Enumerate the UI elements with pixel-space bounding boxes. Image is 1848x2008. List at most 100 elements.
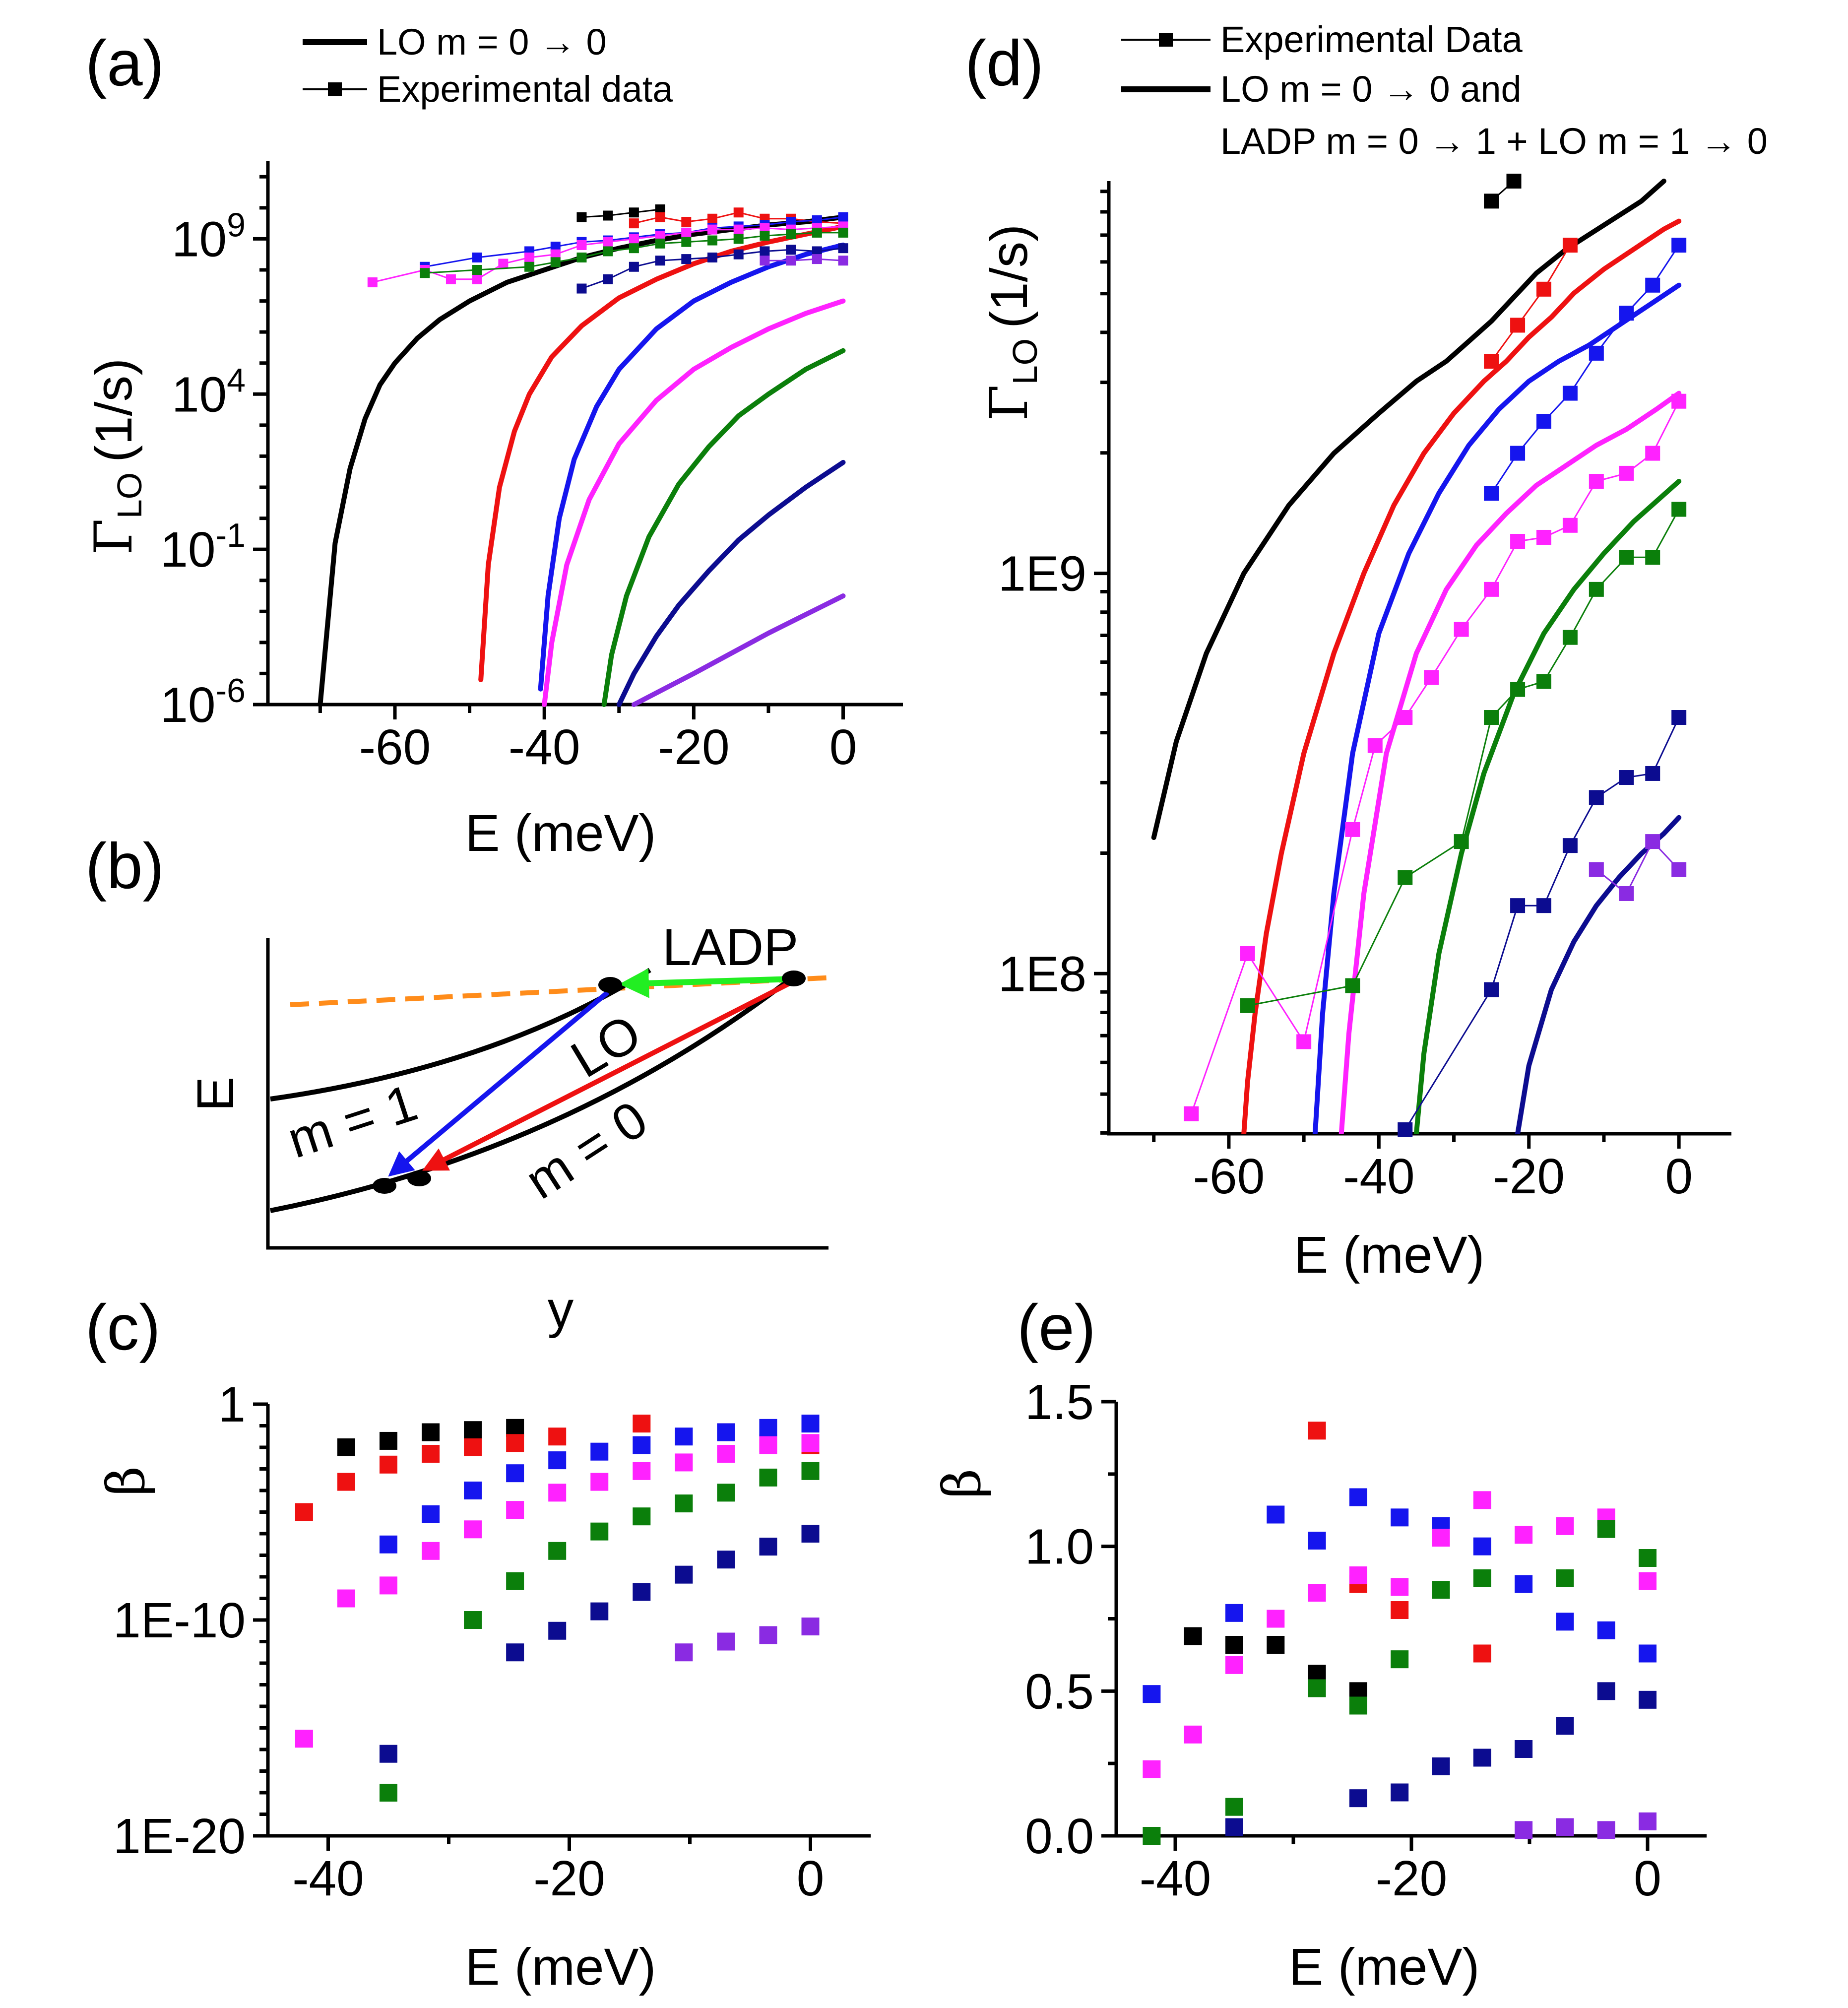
panel-a-ytick-base: 10 (160, 677, 215, 733)
panel-e-xtick-label: -40 (1140, 1851, 1211, 1906)
legend-d-exp-text: Experimental Data (1220, 19, 1523, 60)
panel-c-point-red (295, 1503, 313, 1521)
panel-e-point-green (1349, 1696, 1367, 1715)
panel-e-point-blue (1391, 1508, 1409, 1527)
panel-c-point-violet (675, 1643, 693, 1662)
panel-d-theory-green (1413, 479, 1682, 1134)
panel-e-point-magenta (1515, 1526, 1533, 1544)
panel-e-axes: -40 -20 0 0.0 0.5 1.0 1.5 (1025, 1374, 1707, 1906)
panel-d-exp-point-navy (1510, 898, 1526, 913)
panel-d-exp-point-violet (1645, 834, 1660, 849)
panel-a-ylabel-gamma: Γ (83, 518, 144, 555)
panel-c-point-red (380, 1455, 397, 1474)
panel-d-exp-point-magenta (1184, 1106, 1199, 1121)
panel-d-exp-point-green (1562, 630, 1578, 645)
panel-c-point-magenta (717, 1445, 735, 1463)
panel-a-exp-point-magenta (550, 249, 561, 259)
panel-d-exp-point-green (1345, 978, 1360, 993)
panel-a-xlabel: E (meV) (465, 804, 656, 862)
panel-c-point-magenta (380, 1576, 397, 1595)
panel-e-point-violet (1515, 1821, 1533, 1839)
panel-a-exp-line-black (581, 208, 661, 218)
panel-d-exp-point-navy (1619, 770, 1634, 785)
panel-d-theory-magenta (1338, 390, 1682, 1134)
panel-e-point-blue (1515, 1575, 1533, 1593)
panel-d-exp-point-green (1454, 834, 1469, 849)
panel-c-point-blue (717, 1423, 735, 1441)
panel-a-exp-point-green (707, 235, 717, 246)
panel-d-exp-point-magenta (1240, 946, 1255, 961)
panel-c-point-blue (759, 1419, 777, 1437)
panel-d-exp-point-green (1510, 682, 1526, 697)
panel-d-exp-point-blue (1562, 386, 1578, 401)
legend-d-exp-marker (1159, 33, 1173, 47)
panel-a-exp-point-navy (707, 252, 717, 262)
panel-e-point-magenta (1432, 1529, 1450, 1547)
panel-d-exp-point-green (1536, 674, 1551, 689)
panel-a-theory-red (478, 224, 846, 682)
panel-c-point-blue (675, 1427, 693, 1446)
panel-a-exp-point-magenta (760, 223, 770, 233)
panel-c-point-red (337, 1473, 355, 1491)
panel-d-exp-line-green (1247, 509, 1680, 1007)
panel-e-point-navy (1515, 1740, 1533, 1758)
panel-a-exp-point-navy (760, 246, 770, 257)
panel-e-point-green (1597, 1520, 1615, 1538)
panel-d-exp-point-navy (1671, 710, 1687, 725)
panel-e-point-navy (1597, 1682, 1615, 1700)
panel-d-exp-point-magenta (1345, 822, 1360, 837)
panel-a-exp-point-green (786, 229, 796, 240)
panel-c-point-navy (506, 1643, 524, 1662)
legend-a-exp-marker (328, 82, 342, 96)
panel-a-ylabel: ΓLO (1/s) (83, 358, 149, 555)
panel-a-exp-point-blue (786, 217, 796, 227)
panel-e-point-green (1225, 1798, 1243, 1816)
panel-d-ylabel-gamma: Γ (979, 385, 1039, 421)
panel-e-point-blue (1143, 1685, 1161, 1703)
panel-e-xtick-label: -20 (1376, 1851, 1448, 1906)
panel-a-ytick-label: 109 (172, 206, 246, 267)
panel-d-exp-point-navy (1398, 1122, 1413, 1137)
panel-d-exp-line-red (1490, 244, 1571, 362)
panel-c-ytick-label: 1E-20 (113, 1809, 246, 1864)
panel-d-ytick-label: 1E8 (998, 946, 1086, 1002)
panel-e-ylabel: β (932, 1469, 992, 1499)
panel-e-point-magenta (1639, 1572, 1657, 1590)
panel-c-point-blue (633, 1436, 651, 1454)
panel-d-exp-point-blue (1536, 414, 1551, 429)
panel-d-exp-point-red (1484, 354, 1499, 369)
panel-a-exp-point-blue (838, 212, 848, 222)
panel-a-exp-point-green (681, 237, 692, 247)
panel-c-point-navy (548, 1621, 567, 1640)
panel-c-point-red (548, 1427, 567, 1446)
panel-e-point-black (1225, 1636, 1243, 1654)
panel-a-ytick-base: 10 (160, 522, 215, 578)
panel-e-point-navy (1639, 1690, 1657, 1709)
panel-a-theory-navy (616, 459, 846, 707)
panel-a-exp-point-green (550, 257, 561, 267)
panel-c-point-green (633, 1507, 651, 1526)
panel-c-point-blue (422, 1505, 440, 1523)
panel-d-clipped-marks (1151, 179, 1682, 1134)
panel-a-exp-point-navy (603, 274, 613, 284)
panel-e-ytick-label: 0.0 (1025, 1809, 1094, 1864)
panel-a-theory-green (601, 348, 846, 707)
panel-a-exp-point-green (576, 252, 587, 262)
panel-d-xtick-label: 0 (1665, 1149, 1693, 1204)
panel-e-point-blue (1473, 1537, 1491, 1555)
panel-d-exp-point-magenta (1645, 446, 1660, 461)
panel-c-point-green (548, 1542, 567, 1560)
panel-c-point-red (633, 1415, 651, 1433)
panel-a-exp-point-violet (786, 256, 796, 266)
panel-d-exp-point-magenta (1536, 529, 1551, 545)
panel-c-point-blue (801, 1415, 820, 1433)
panel-d-exp-point-green (1484, 710, 1499, 725)
panel-a-ytick-base: 10 (172, 211, 227, 267)
panel-e-marks (1143, 1422, 1657, 1845)
panel-d-theory-red (1241, 218, 1682, 1134)
panel-d-axes: -60 -40 -20 0 1E9 1E8 (998, 181, 1731, 1204)
panel-c-point-navy (675, 1565, 693, 1584)
panel-d-label: (d) (965, 27, 1044, 99)
panel-b-dot-end-blue (373, 1178, 396, 1194)
